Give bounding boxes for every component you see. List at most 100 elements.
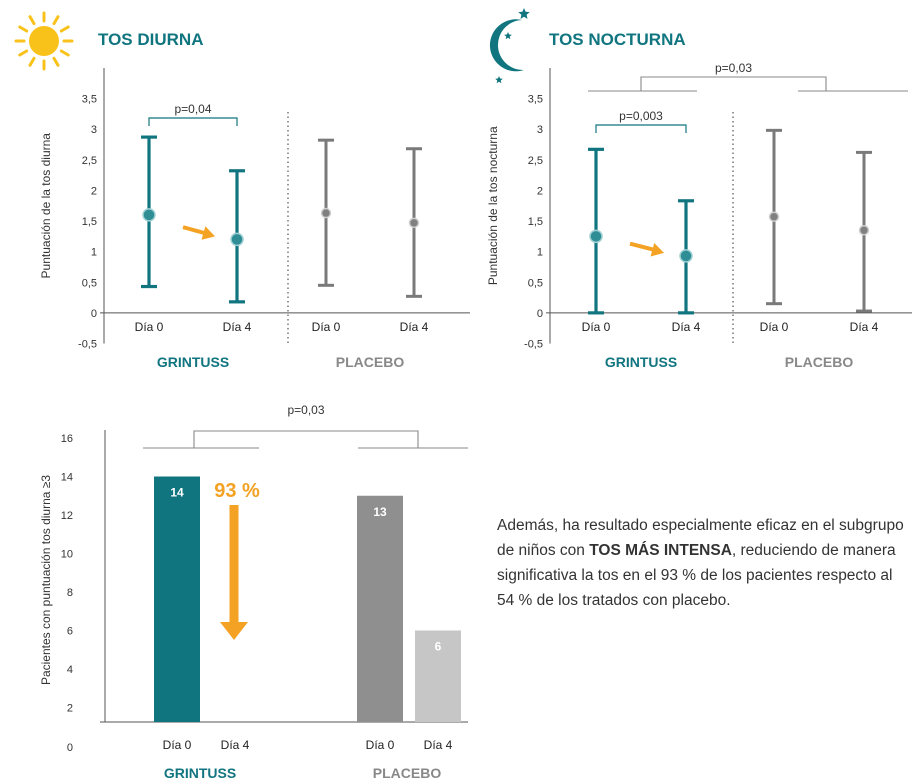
bar-value-label: 6	[435, 640, 442, 654]
significance-bracket-outer	[588, 76, 908, 92]
sun-ray	[18, 49, 29, 57]
star	[518, 8, 530, 19]
y-tick-label: 2,5	[528, 155, 543, 167]
trend-arrow-head	[201, 226, 215, 240]
x-category-label: Día 4	[850, 320, 879, 334]
significance-bracket	[143, 430, 468, 449]
mean-point	[230, 232, 244, 247]
y-tick-label: 0	[537, 308, 543, 320]
y-axis-label: Puntuación de la tos diurna	[39, 133, 53, 279]
p-value-label: p=0,03	[715, 61, 752, 75]
x-category-label: Día 4	[672, 320, 701, 334]
description-text: Además, ha resultado especialmente efica…	[497, 513, 909, 613]
y-tick-label: 14	[61, 472, 73, 484]
group-label: PLACEBO	[785, 354, 854, 370]
error-chart-0	[100, 68, 470, 344]
x-category-label: Día 0	[760, 320, 789, 334]
y-tick-label: 6	[67, 626, 73, 638]
y-tick-label: 3	[91, 124, 97, 136]
bar	[415, 630, 461, 722]
y-tick-label: 2,5	[82, 155, 97, 167]
x-category-label: Día 4	[400, 320, 429, 334]
trend-arrow-head	[650, 242, 664, 257]
sun-ray	[59, 25, 70, 33]
y-tick-label: 3	[537, 124, 543, 136]
x-category-label: Día 4	[223, 320, 252, 334]
bar-value-label: 14	[170, 486, 184, 500]
y-tick-label: -0,5	[524, 339, 543, 351]
description-bold: TOS MÁS INTENSA	[589, 542, 732, 559]
p-value-label: p=0,03	[287, 403, 324, 417]
y-tick-label: -0,5	[78, 339, 97, 351]
mean-point	[142, 208, 156, 222]
x-category-label: Día 4	[221, 738, 250, 752]
x-category-label: Día 0	[366, 738, 395, 752]
sun-ray	[52, 15, 60, 26]
p-value-label: p=0,04	[174, 102, 211, 116]
error-chart-1	[546, 68, 912, 344]
y-tick-label: 16	[61, 433, 73, 445]
sun-ray	[18, 25, 29, 33]
star	[504, 32, 512, 40]
group-label: GRINTUSS	[605, 354, 677, 370]
group-label: PLACEBO	[336, 354, 405, 370]
bar	[154, 476, 200, 722]
x-category-label: Día 4	[424, 738, 453, 752]
moon-stars-icon	[489, 8, 530, 84]
significance-bracket	[595, 124, 687, 133]
y-tick-label: 2	[91, 185, 97, 197]
mean-point	[679, 249, 693, 263]
chart-title: TOS NOCTURNA	[549, 30, 686, 49]
y-tick-label: 2	[537, 185, 543, 197]
sun-ray	[28, 15, 36, 26]
y-tick-label: 0	[91, 308, 97, 320]
group-label: GRINTUSS	[157, 354, 229, 370]
moon-crescent	[489, 19, 524, 72]
star	[495, 76, 503, 84]
y-tick-label: 4	[67, 664, 73, 676]
x-category-label: Día 0	[135, 320, 164, 334]
sun-ray	[59, 49, 70, 57]
y-tick-label: 1,5	[82, 216, 97, 228]
x-category-label: Día 0	[312, 320, 341, 334]
y-tick-label: 3,5	[82, 94, 97, 106]
bar	[357, 495, 403, 722]
percent-reduction-label: 93 %	[214, 480, 260, 502]
y-tick-label: 0,5	[528, 277, 543, 289]
chart-title: TOS DIURNA	[98, 30, 203, 49]
y-tick-label: 0	[67, 742, 73, 754]
y-tick-label: 1	[91, 247, 97, 259]
description-part-2: , reduciendo de manera significativa la …	[497, 542, 896, 609]
x-category-label: Día 0	[163, 738, 192, 752]
y-tick-label: 1,5	[528, 216, 543, 228]
significance-bracket	[148, 117, 238, 126]
reduction-arrow-head	[220, 622, 248, 640]
y-axis-label: Pacientes con puntuación tos diurna ≥3	[39, 475, 53, 685]
group-label: GRINTUSS	[164, 765, 236, 781]
p-value-label: p=0,003	[619, 109, 663, 123]
group-label: PLACEBO	[373, 765, 442, 781]
bar-chart	[100, 430, 468, 723]
y-tick-label: 3,5	[528, 94, 543, 106]
mean-point	[320, 207, 332, 219]
sun-ray	[52, 56, 60, 67]
sun-ray	[28, 56, 36, 67]
y-tick-label: 8	[67, 587, 73, 599]
x-category-label: Día 0	[582, 320, 611, 334]
bar-value-label: 1	[232, 708, 239, 722]
y-tick-label: 1	[537, 247, 543, 259]
sun-icon	[14, 11, 74, 71]
y-tick-label: 12	[61, 510, 73, 522]
mean-point	[408, 217, 420, 229]
mean-point	[768, 211, 780, 222]
y-tick-label: 10	[61, 549, 73, 561]
mean-point	[858, 224, 870, 236]
bar-value-label: 13	[373, 505, 387, 519]
description-part-1: Además, ha resultado especialmente efica…	[497, 517, 904, 559]
sun-core	[29, 26, 59, 56]
mean-point	[589, 229, 603, 244]
y-axis-label: Puntuación de la tos nocturna	[486, 126, 500, 285]
y-tick-label: 2	[67, 703, 73, 715]
y-tick-label: 0,5	[82, 277, 97, 289]
